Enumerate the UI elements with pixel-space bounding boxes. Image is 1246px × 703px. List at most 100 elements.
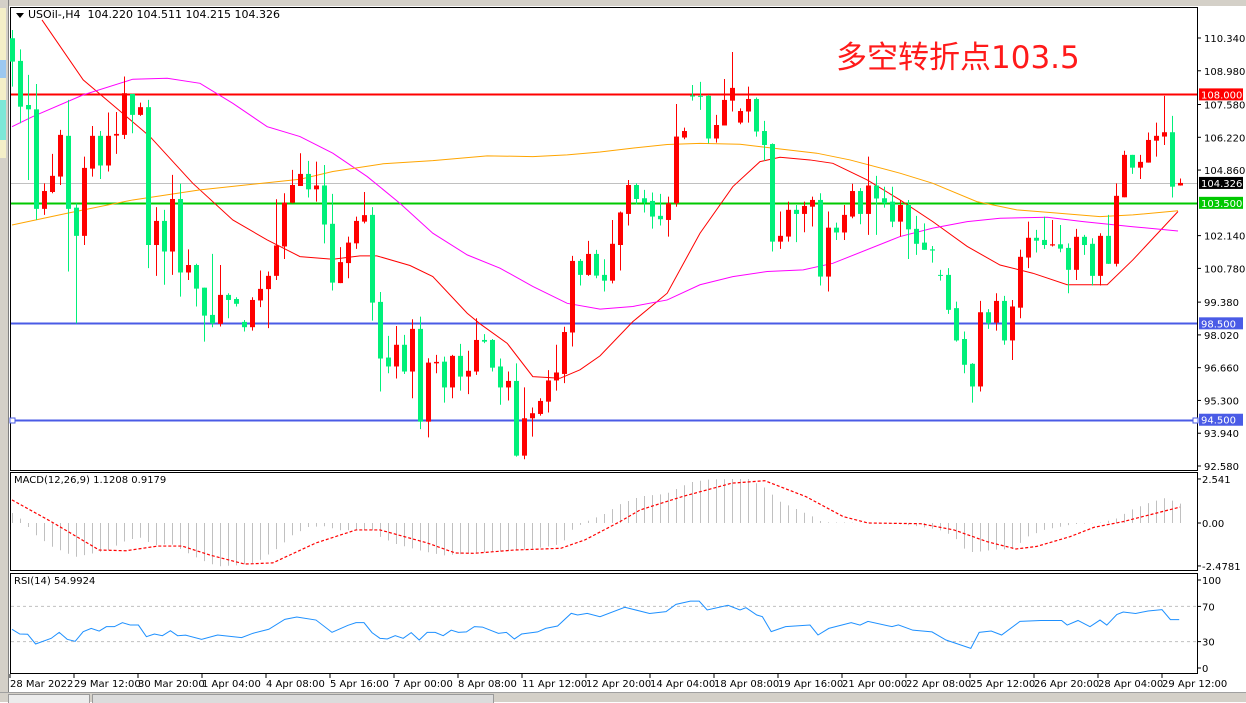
candle bbox=[34, 84, 39, 220]
candle bbox=[1018, 249, 1023, 319]
candle bbox=[1162, 95, 1167, 145]
candle bbox=[1090, 238, 1095, 286]
candle bbox=[874, 175, 879, 235]
candle-body bbox=[826, 227, 831, 277]
candle bbox=[858, 188, 863, 225]
candle bbox=[1002, 295, 1007, 345]
level-price-label-bg bbox=[1199, 317, 1243, 330]
candle bbox=[130, 93, 135, 134]
candle bbox=[938, 269, 943, 281]
candle bbox=[818, 193, 823, 286]
candle-body bbox=[978, 312, 983, 387]
macd-tick-label: -2.4781 bbox=[1202, 562, 1241, 573]
candle-body bbox=[434, 361, 439, 364]
candle-body bbox=[994, 300, 999, 323]
candle bbox=[170, 174, 175, 275]
candle-body bbox=[1146, 139, 1151, 163]
level-price-label: 94.500 bbox=[1201, 416, 1236, 427]
candle-body bbox=[818, 199, 823, 277]
candle-body bbox=[282, 202, 287, 247]
candle bbox=[930, 245, 935, 263]
collapse-triangle-icon[interactable] bbox=[16, 12, 24, 18]
candle bbox=[66, 99, 71, 272]
candle-body bbox=[514, 380, 519, 456]
candle-body bbox=[866, 185, 871, 214]
candle-body bbox=[226, 294, 231, 300]
candle-body bbox=[618, 212, 623, 246]
candle-body bbox=[642, 198, 647, 203]
candle-body bbox=[442, 361, 447, 388]
candle-body bbox=[34, 109, 39, 209]
candle bbox=[610, 219, 615, 284]
candle-body bbox=[634, 185, 639, 199]
chart-tab[interactable] bbox=[92, 694, 494, 703]
candle bbox=[1082, 234, 1087, 255]
price-tick-label: 102.140 bbox=[1204, 232, 1245, 243]
candle bbox=[674, 104, 679, 207]
ma-fast-line bbox=[41, 19, 1179, 379]
candle-body bbox=[530, 413, 535, 419]
candle-body bbox=[234, 298, 239, 304]
candle bbox=[778, 211, 783, 249]
candle bbox=[914, 215, 919, 255]
candle bbox=[258, 270, 263, 308]
candle-body bbox=[586, 253, 591, 275]
candle-body bbox=[546, 380, 551, 402]
candle-body bbox=[50, 175, 55, 192]
candle bbox=[1050, 219, 1055, 247]
chart-tab[interactable] bbox=[8, 694, 90, 703]
candle-body bbox=[410, 328, 415, 372]
candle-body bbox=[402, 344, 407, 372]
price-tick-label: 98.020 bbox=[1204, 331, 1239, 342]
time-tick-label: 7 Apr 00:00 bbox=[394, 679, 453, 690]
candle-body bbox=[330, 223, 335, 283]
candle bbox=[434, 354, 439, 374]
candle bbox=[306, 160, 311, 198]
candle-body bbox=[114, 133, 119, 136]
candle-body bbox=[1130, 154, 1135, 168]
candle bbox=[986, 309, 991, 329]
candle bbox=[690, 84, 695, 101]
candle-body bbox=[538, 400, 543, 414]
candle-body bbox=[122, 93, 127, 135]
candle bbox=[522, 387, 527, 460]
candle bbox=[962, 331, 967, 374]
candle bbox=[1114, 183, 1119, 267]
candle bbox=[1138, 154, 1143, 179]
candle bbox=[794, 205, 799, 243]
candle-body bbox=[570, 260, 575, 333]
main-pane[interactable] bbox=[10, 7, 1198, 471]
candle bbox=[1154, 122, 1159, 157]
candle bbox=[618, 211, 623, 271]
candle-body bbox=[1074, 236, 1079, 270]
candle-body bbox=[82, 167, 87, 236]
candle-body bbox=[834, 227, 839, 233]
candle-body bbox=[74, 207, 79, 236]
candle bbox=[826, 211, 831, 292]
level-handle-icon bbox=[9, 417, 16, 424]
candle bbox=[466, 350, 471, 395]
candle-body bbox=[1042, 239, 1047, 246]
candle-body bbox=[1106, 235, 1111, 264]
candle-body bbox=[754, 98, 759, 132]
candle-body bbox=[1002, 300, 1007, 341]
candle-body bbox=[146, 107, 151, 246]
candle-body bbox=[90, 135, 95, 169]
rsi-line bbox=[11, 600, 1180, 649]
ohlc-readout: 104.220 104.511 104.215 104.326 bbox=[87, 8, 280, 21]
candle-body bbox=[1154, 135, 1159, 141]
candle-body bbox=[490, 339, 495, 368]
rsi-pane[interactable] bbox=[10, 573, 1198, 674]
candle-body bbox=[1138, 161, 1143, 168]
time-tick-label: 22 Apr 08:00 bbox=[906, 679, 971, 690]
candle-body bbox=[706, 95, 711, 139]
time-tick-label: 18 Apr 08:00 bbox=[714, 679, 779, 690]
candle bbox=[426, 358, 431, 438]
candle bbox=[490, 338, 495, 372]
candle-body bbox=[1034, 237, 1039, 241]
level-price-label: 103.500 bbox=[1201, 199, 1242, 210]
candle-body bbox=[1082, 236, 1087, 246]
candle-body bbox=[1114, 195, 1119, 264]
price-tick-label: 99.380 bbox=[1204, 298, 1239, 309]
